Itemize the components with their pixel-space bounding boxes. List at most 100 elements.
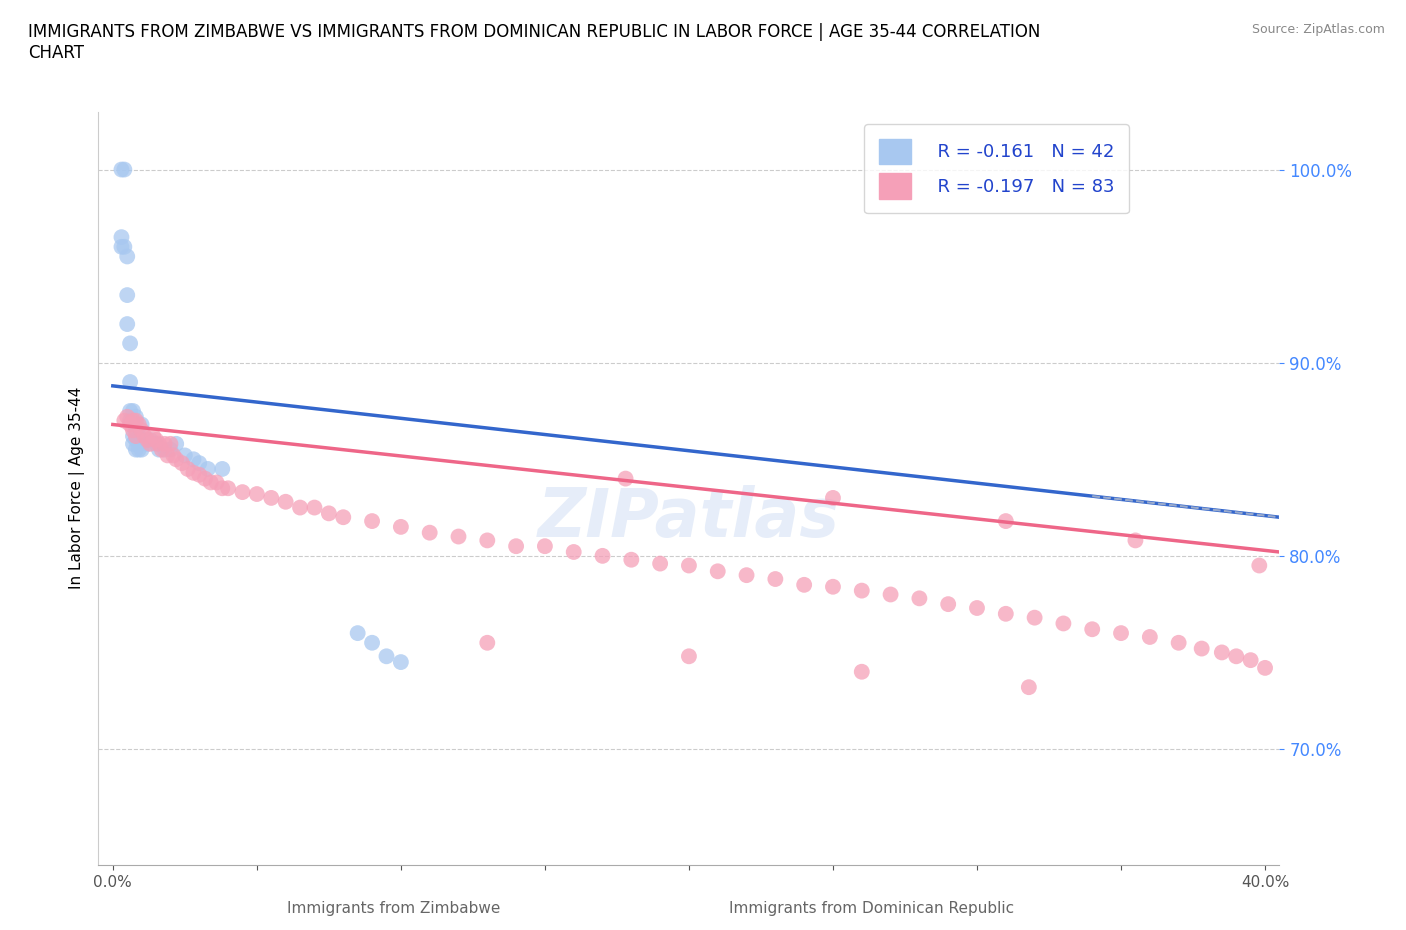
Point — [131, 417, 153, 432]
Point — [692, 900, 714, 915]
Point — [159, 442, 181, 457]
Point — [183, 465, 205, 480]
Point — [170, 456, 193, 471]
Point — [447, 529, 470, 544]
Point — [477, 635, 499, 650]
Point — [131, 432, 153, 447]
Point — [678, 558, 700, 573]
Point — [879, 587, 901, 602]
Y-axis label: In Labor Force | Age 35-44: In Labor Force | Age 35-44 — [69, 387, 84, 590]
Point — [142, 429, 165, 444]
Point — [211, 481, 233, 496]
Point — [125, 429, 148, 444]
Point — [1225, 649, 1247, 664]
Point — [139, 432, 162, 447]
Point — [1109, 626, 1132, 641]
Text: ZIPatlas: ZIPatlas — [538, 485, 839, 551]
Point — [120, 413, 142, 428]
Point — [318, 506, 340, 521]
Point — [125, 432, 148, 447]
Point — [194, 472, 217, 486]
Point — [134, 429, 156, 444]
Point — [1249, 558, 1271, 573]
Point — [183, 452, 205, 467]
Point — [231, 485, 253, 499]
Point — [125, 413, 148, 428]
Point — [188, 467, 211, 482]
Point — [177, 461, 200, 476]
Point — [165, 452, 187, 467]
Point — [128, 417, 150, 432]
Point — [1240, 653, 1263, 668]
Point — [793, 578, 815, 592]
Point — [1024, 610, 1046, 625]
Point — [419, 525, 441, 540]
Point — [110, 239, 132, 254]
Point — [735, 567, 758, 582]
Point — [614, 472, 637, 486]
Point — [122, 423, 145, 438]
Point — [505, 538, 527, 553]
Point — [115, 409, 138, 424]
Point — [1081, 622, 1104, 637]
Point — [1139, 630, 1161, 644]
Point — [131, 442, 153, 457]
Point — [120, 417, 142, 432]
Point — [477, 533, 499, 548]
Point — [156, 448, 179, 463]
Point — [115, 316, 138, 331]
Point — [1125, 533, 1147, 548]
Text: Source: ZipAtlas.com: Source: ZipAtlas.com — [1251, 23, 1385, 36]
Point — [908, 591, 931, 605]
Point — [211, 461, 233, 476]
Point — [1211, 645, 1233, 660]
Point — [217, 481, 239, 496]
Point — [389, 655, 412, 670]
Point — [115, 249, 138, 264]
Point — [150, 442, 173, 457]
Point — [389, 520, 412, 535]
Point — [110, 230, 132, 245]
Point — [128, 429, 150, 444]
Point — [122, 413, 145, 428]
Point — [122, 429, 145, 444]
Point — [664, 897, 686, 911]
Point — [375, 649, 398, 664]
Point — [650, 556, 672, 571]
Point — [112, 162, 135, 177]
Point — [125, 409, 148, 424]
Point — [706, 564, 728, 578]
Point — [274, 495, 297, 510]
Point — [120, 404, 142, 418]
Point — [260, 490, 283, 505]
Point — [763, 572, 786, 587]
Point — [246, 486, 269, 501]
Point — [994, 513, 1017, 528]
Point — [131, 423, 153, 438]
Point — [620, 552, 643, 567]
Point — [125, 423, 148, 438]
Point — [332, 510, 354, 525]
Point — [592, 549, 614, 564]
Point — [197, 461, 219, 476]
Point — [173, 448, 195, 463]
Text: IMMIGRANTS FROM ZIMBABWE VS IMMIGRANTS FROM DOMINICAN REPUBLIC IN LABOR FORCE | : IMMIGRANTS FROM ZIMBABWE VS IMMIGRANTS F… — [28, 23, 1040, 62]
Point — [145, 432, 167, 447]
Point — [1018, 680, 1040, 695]
Point — [120, 375, 142, 390]
Point — [165, 436, 187, 451]
Point — [120, 336, 142, 351]
Legend:   R = -0.161   N = 42,   R = -0.197   N = 83: R = -0.161 N = 42, R = -0.197 N = 83 — [865, 125, 1129, 213]
Point — [122, 404, 145, 418]
Point — [1167, 635, 1189, 650]
Point — [1254, 660, 1277, 675]
Point — [125, 442, 148, 457]
Point — [304, 500, 326, 515]
Point — [122, 436, 145, 451]
Point — [153, 436, 176, 451]
Point — [361, 513, 384, 528]
Point — [148, 442, 170, 457]
Point — [188, 456, 211, 471]
Point — [153, 442, 176, 457]
Point — [159, 436, 181, 451]
